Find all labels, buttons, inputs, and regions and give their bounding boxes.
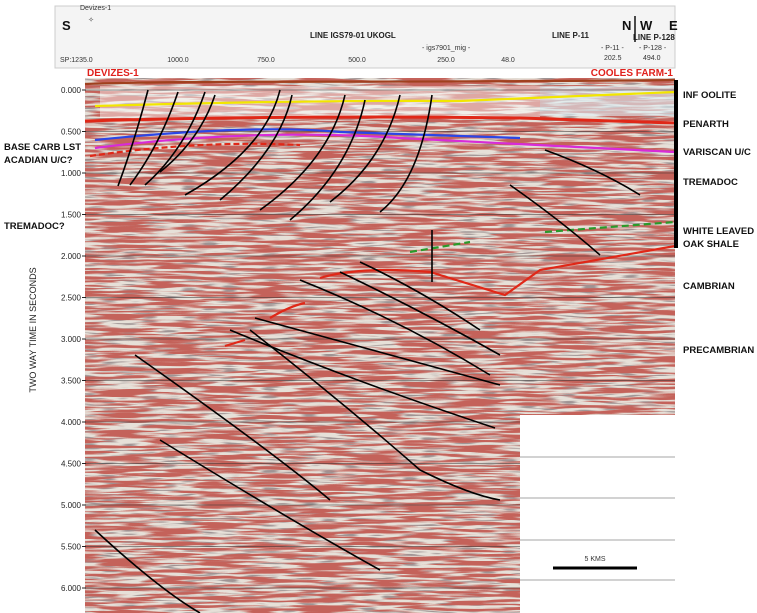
left-label: ACADIAN U/C? [4,155,73,166]
faults [94,89,641,613]
time-label: 6.000 [61,584,82,593]
line-main: LINE IGS79-01 UKOGL [310,31,396,40]
horizon-deep [224,301,306,348]
horizon-base-carb [94,128,521,142]
horizon-wlo-shale [409,220,676,254]
north: N [622,18,631,33]
right-label: INF OOLITE [683,90,736,101]
horizon-inf-oolite [94,90,676,108]
right-label: WHITE LEAVED [683,226,754,237]
right-label: PRECAMBRIAN [683,345,754,356]
left-label: TREMADOC? [4,221,65,232]
time-label: 1.500 [61,211,82,220]
marker-bar [674,80,678,248]
well-left: DEVIZES-1 [87,68,139,79]
scale-label: 5 KMS [584,556,605,563]
horizon-acadian [89,142,301,158]
sp-value: 250.0 [437,57,455,64]
time-label: 5.000 [61,501,82,510]
sp-label: SP: [60,57,71,64]
time-label: 1.000 [61,169,82,178]
p128-sp: 494.0 [643,55,661,62]
header-band [54,5,676,69]
p128-label: - P-128 - [639,45,667,52]
horizon-surface [84,78,676,86]
time-label: 3.500 [61,377,82,386]
left-label: BASE CARB LST [4,142,81,153]
right-label: OAK SHALE [683,239,739,250]
horizon-cambrian [319,244,676,297]
sp-value: 500.0 [348,57,366,64]
sp-ticks: 1235.0 1000.0 750.0 500.0 250.0 48.0 [71,57,515,64]
shallow-zone-right [540,86,675,116]
sp-value: 48.0 [501,57,515,64]
time-label: 2.500 [61,294,82,303]
seismic-texture [85,78,675,613]
right-label: CAMBRIAN [683,281,735,292]
lower-right-grid [520,456,675,581]
sp-value: 750.0 [257,57,275,64]
axis-title: TWO WAY TIME IN SECONDS [28,267,38,392]
time-label: 3.000 [61,335,82,344]
well-symbol: ✧ [88,16,94,24]
horizon-penarth [84,115,676,125]
line-p128: LINE P-128 [633,33,675,42]
right-label: PENARTH [683,119,729,130]
sp-value: 1235.0 [71,57,93,64]
mig-label: - igs7901_mig - [422,45,471,52]
time-label: 2.000 [61,252,82,261]
line-p11: LINE P-11 [552,31,589,40]
east: E [669,18,678,33]
time-label: 5.500 [61,543,82,552]
p11-sp: 202.5 [604,55,622,62]
p11-label: - P-11 - [601,45,624,52]
direction-south: S [62,18,71,33]
right-label: TREMADOC [683,177,738,188]
well-right: COOLES FARM-1 [591,68,674,79]
time-label: 0.000 [61,86,82,95]
sp-value: 1000.0 [167,57,189,64]
time-label: 0.500 [61,128,82,137]
time-label: 4.500 [61,460,82,469]
time-labels: 0.000 0.500 1.000 1.500 2.000 2.500 3.000 3.500… [61,86,86,593]
well-marker: Devizes-1 [80,5,111,12]
right-label: VARISCAN U/C [683,147,751,158]
left-labels: BASE CARB LST ACADIAN U/C? TREMADOC? [4,142,81,232]
west: W [640,18,653,33]
time-label: 4.000 [61,418,82,427]
seismic-section [85,78,675,613]
right-labels: INF OOLITE PENARTH VARISCAN U/C TREMADOC WHI… [683,90,754,356]
